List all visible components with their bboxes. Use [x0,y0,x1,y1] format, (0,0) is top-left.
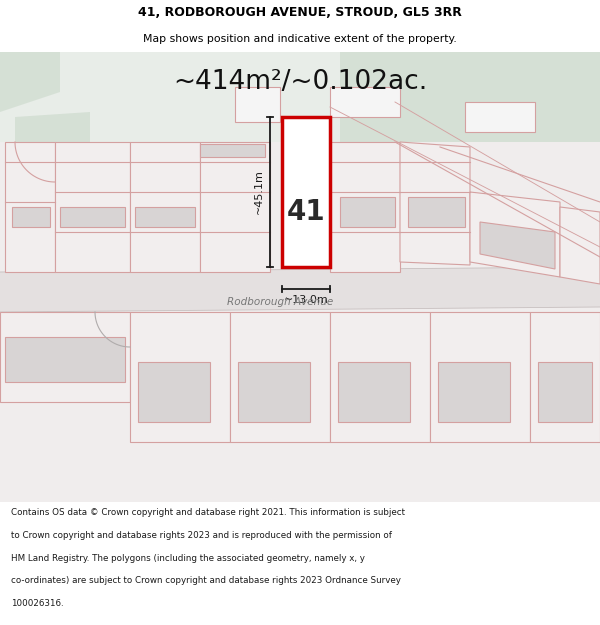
Polygon shape [60,207,125,227]
Polygon shape [338,362,410,422]
Polygon shape [230,312,330,442]
Text: 41: 41 [287,198,325,226]
Text: co-ordinates) are subject to Crown copyright and database rights 2023 Ordnance S: co-ordinates) are subject to Crown copyr… [11,576,401,586]
Polygon shape [15,112,90,152]
Polygon shape [0,52,60,112]
Polygon shape [130,312,280,332]
Polygon shape [330,142,400,272]
Polygon shape [235,87,280,122]
Polygon shape [5,337,125,382]
Text: Contains OS data © Crown copyright and database right 2021. This information is : Contains OS data © Crown copyright and d… [11,508,405,517]
Polygon shape [430,312,530,442]
Polygon shape [0,312,130,402]
Polygon shape [470,192,560,277]
Polygon shape [5,142,55,272]
Polygon shape [200,144,265,157]
Polygon shape [12,207,50,227]
Text: ~414m²/~0.102ac.: ~414m²/~0.102ac. [173,69,427,95]
Polygon shape [438,362,510,422]
Polygon shape [480,222,555,269]
Text: Map shows position and indicative extent of the property.: Map shows position and indicative extent… [143,34,457,44]
Text: ~45.1m: ~45.1m [254,169,264,214]
Polygon shape [340,52,600,142]
Polygon shape [340,197,395,227]
Text: HM Land Registry. The polygons (including the associated geometry, namely x, y: HM Land Registry. The polygons (includin… [11,554,365,562]
Polygon shape [400,142,470,265]
Polygon shape [330,312,430,442]
Polygon shape [238,362,310,422]
Polygon shape [135,207,195,227]
Polygon shape [465,102,535,132]
Polygon shape [0,142,600,382]
Text: 100026316.: 100026316. [11,599,64,608]
Polygon shape [530,312,600,442]
Polygon shape [55,142,130,272]
Polygon shape [130,312,230,442]
Polygon shape [330,87,400,117]
Polygon shape [560,207,600,284]
Polygon shape [200,142,270,272]
Polygon shape [282,117,330,267]
Polygon shape [0,52,600,142]
Text: to Crown copyright and database rights 2023 and is reproduced with the permissio: to Crown copyright and database rights 2… [11,531,392,540]
Polygon shape [130,142,200,272]
Polygon shape [0,382,600,502]
Text: Rodborough Avenue: Rodborough Avenue [227,297,333,307]
Text: 41, RODBOROUGH AVENUE, STROUD, GL5 3RR: 41, RODBOROUGH AVENUE, STROUD, GL5 3RR [138,6,462,19]
Polygon shape [538,362,592,422]
Polygon shape [138,362,210,422]
Polygon shape [0,267,600,312]
Text: ~13.0m: ~13.0m [284,295,328,305]
Polygon shape [408,197,465,227]
